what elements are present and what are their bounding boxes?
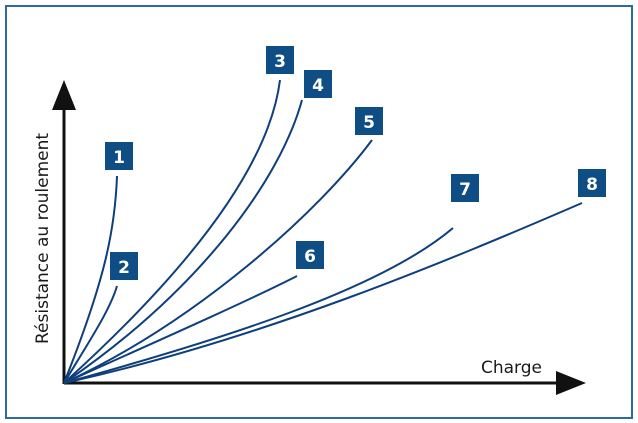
- badge-label-1: 1: [113, 148, 125, 168]
- badge-label-6: 6: [304, 247, 316, 267]
- curve-7: [63, 227, 454, 384]
- badge-box-4: [304, 70, 332, 98]
- badge-8: 8: [578, 169, 606, 197]
- series-curves: [63, 79, 583, 384]
- x-axis-label: Charge: [481, 358, 542, 378]
- badge-3: 3: [266, 46, 294, 74]
- curve-5: [63, 139, 373, 384]
- badge-5: 5: [355, 107, 383, 135]
- curve-3: [63, 79, 281, 384]
- y-axis-label: Résistance au roulement: [33, 133, 53, 344]
- badge-box-8: [578, 169, 606, 197]
- badge-2: 2: [110, 252, 138, 280]
- curve-8: [63, 202, 583, 384]
- curve-6: [63, 275, 298, 384]
- series-badges: 1 2 3 4 5 6 7 8: [105, 46, 606, 280]
- badge-box-3: [266, 46, 294, 74]
- badge-label-8: 8: [586, 175, 598, 195]
- badge-box-2: [110, 252, 138, 280]
- badge-1: 1: [105, 142, 133, 170]
- badge-box-6: [296, 241, 324, 269]
- badge-box-7: [451, 174, 479, 202]
- badge-4: 4: [304, 70, 332, 98]
- badge-label-5: 5: [363, 113, 375, 133]
- badge-box-1: [105, 142, 133, 170]
- badge-label-7: 7: [459, 180, 471, 200]
- badge-label-3: 3: [274, 52, 286, 72]
- badge-box-5: [355, 107, 383, 135]
- badge-7: 7: [451, 174, 479, 202]
- y-axis-arrow: [52, 80, 76, 110]
- curve-1: [63, 175, 118, 384]
- badge-label-4: 4: [312, 76, 324, 96]
- badge-label-2: 2: [118, 258, 130, 278]
- badge-6: 6: [296, 241, 324, 269]
- x-axis-arrow: [556, 371, 586, 395]
- curve-2: [63, 285, 118, 384]
- curve-4: [63, 99, 303, 384]
